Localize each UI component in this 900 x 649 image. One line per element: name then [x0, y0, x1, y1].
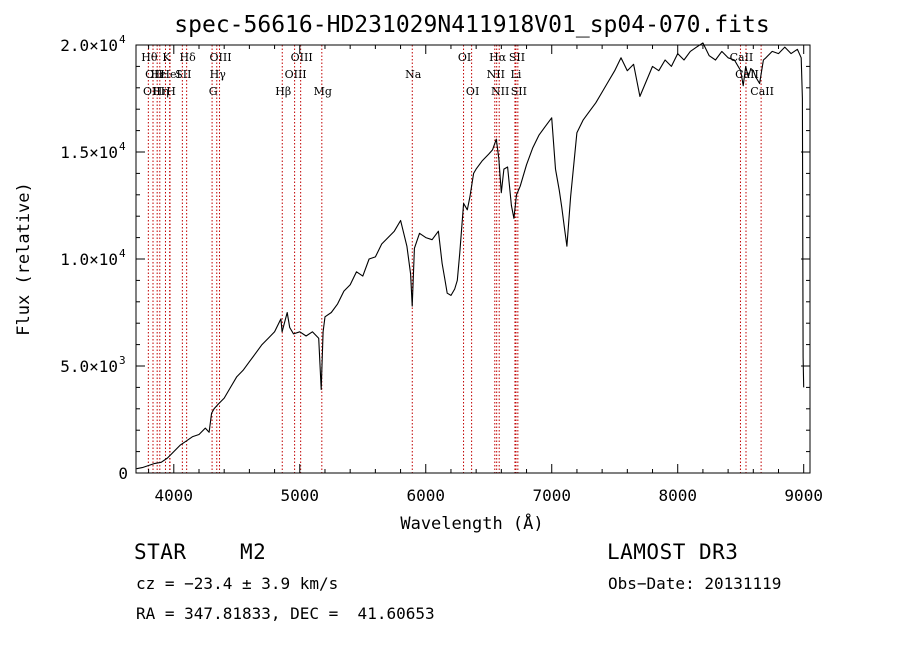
y-tick-label-2: 1.0×10 [60, 250, 118, 269]
x-tick-label-1: 5000 [281, 486, 320, 505]
line-label-8: SII [175, 68, 191, 81]
line-label-28: CaII [750, 85, 774, 98]
y-tick-label-0: 0 [118, 464, 128, 483]
x-tick-label-2: 6000 [406, 486, 445, 505]
y-tick-exponent-1: 3 [119, 354, 126, 367]
line-label-19: OI [466, 85, 479, 98]
y-axis: 05.0×10 31.0×10 41.5×10 42.0×10 4 [60, 33, 810, 483]
emission-line-labels: HθOIIOIIIHεHηKHHeISIIHδGHγOIIIHβOIIIOIII… [141, 51, 774, 98]
line-label-4: Hη [153, 85, 169, 98]
line-label-22: NII [491, 85, 509, 98]
y-tick-exponent-2: 4 [119, 247, 126, 260]
line-label-15: OIII [291, 51, 313, 64]
line-label-13: Hβ [275, 85, 291, 98]
emission-line-markers [147, 45, 762, 473]
x-tick-label-0: 4000 [155, 486, 194, 505]
line-label-3: Hε [151, 68, 167, 81]
line-label-26: CaII [730, 51, 754, 64]
line-label-23: Li [511, 68, 522, 81]
line-label-21: Hα [489, 51, 507, 64]
plot-frame [135, 44, 811, 474]
coordinates: RA = 347.81833, DEC = 41.60653 [136, 604, 435, 623]
y-tick-exponent-3: 4 [119, 140, 126, 153]
line-label-7: HeI [160, 68, 180, 81]
y-tick-label-1: 5.0×10 [60, 357, 118, 376]
chart-title: spec-56616-HD231029N411918V01_sp04-070.f… [174, 12, 769, 38]
spectral-subclass: M2 [240, 540, 267, 564]
x-axis: 4000 5000 6000 7000 8000 9000 [148, 45, 823, 505]
spectrum-series-line [136, 42, 805, 470]
x-tick-label-5: 9000 [784, 486, 823, 505]
line-label-16: Mg [314, 85, 332, 98]
line-label-5: K [162, 51, 171, 64]
y-axis-label: Flux (relative) [14, 182, 34, 336]
object-type: STAR [134, 540, 187, 564]
line-label-17: Na [405, 68, 422, 81]
line-label-0: Hθ [141, 51, 158, 64]
line-label-25: SII [511, 85, 527, 98]
line-label-6: H [166, 85, 176, 98]
line-label-1: OII [145, 68, 163, 81]
x-axis-label: Wavelength (Å) [400, 512, 543, 534]
line-label-14: OIII [285, 68, 307, 81]
x-tick-label-4: 8000 [658, 486, 697, 505]
line-label-11: Hγ [210, 68, 227, 81]
line-label-10: G [209, 85, 218, 98]
y-tick-exponent-4: 4 [119, 33, 126, 46]
observation-date: Obs−Date: 20131119 [608, 574, 782, 593]
survey-name: LAMOST DR3 [607, 540, 739, 564]
line-label-18: OI [458, 51, 471, 64]
redshift-velocity: cz = −23.4 ± 3.9 km/s [136, 574, 339, 593]
line-label-2: OIII [143, 85, 165, 98]
y-tick-label-3: 1.5×10 [60, 143, 118, 162]
line-label-9: Hδ [180, 51, 197, 64]
line-label-12: OIII [209, 51, 231, 64]
y-tick-label-4: 2.0×10 [60, 36, 118, 55]
line-label-20: NII [487, 68, 505, 81]
x-tick-label-3: 7000 [532, 486, 571, 505]
line-label-24: SII [509, 51, 525, 64]
